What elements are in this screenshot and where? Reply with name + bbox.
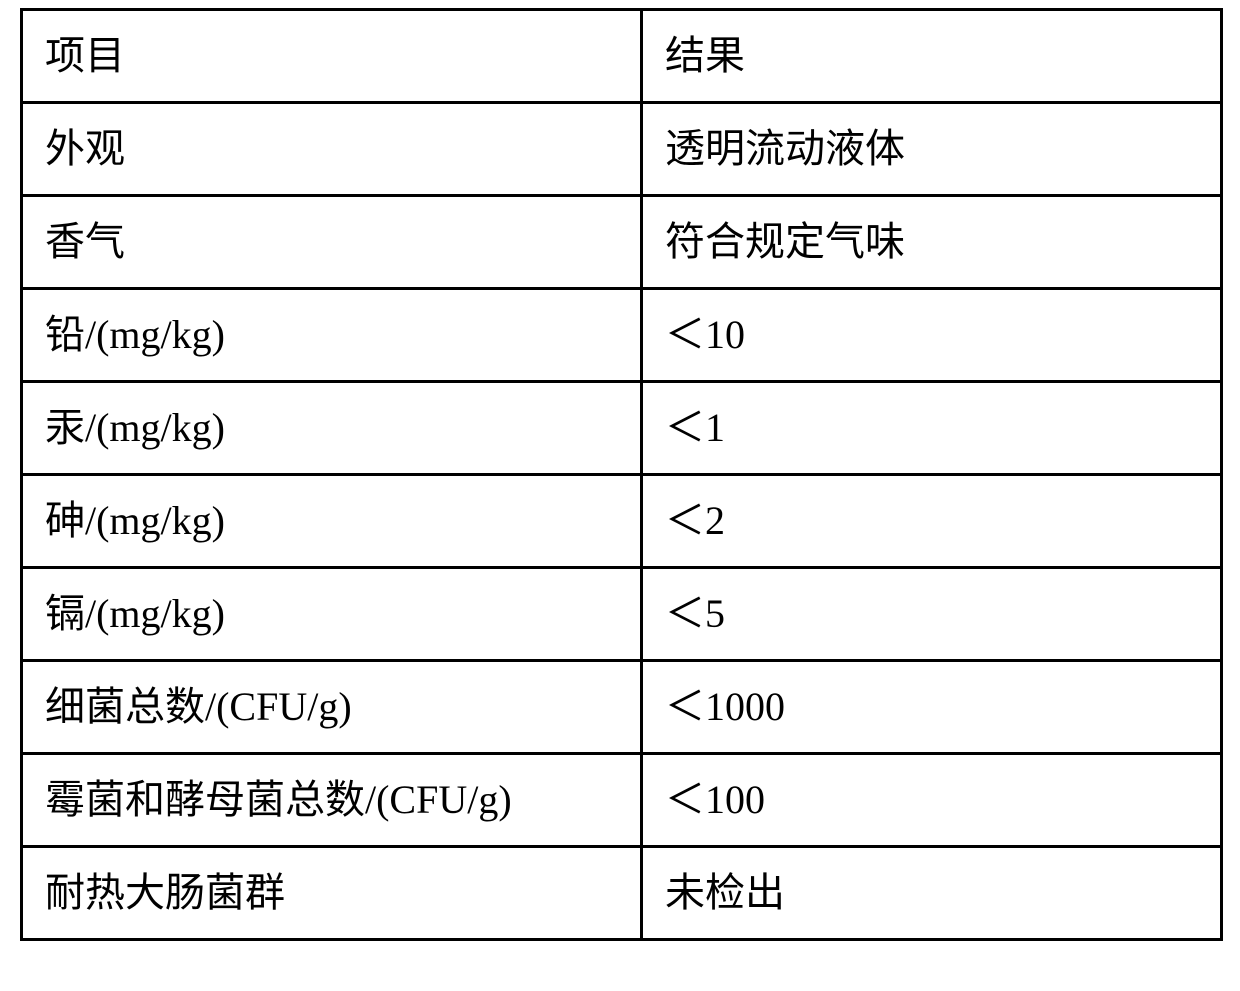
cell-result: 结果: [642, 10, 1222, 103]
table-row: 镉/(mg/kg) ＜5: [22, 568, 1222, 661]
cell-result: ＜100: [642, 754, 1222, 847]
table-row: 香气 符合规定气味: [22, 196, 1222, 289]
results-table: 项目 结果 外观 透明流动液体 香气 符合规定气味 铅/(mg/kg) ＜10 …: [20, 8, 1223, 941]
cell-item: 霉菌和酵母菌总数/(CFU/g): [22, 754, 642, 847]
cell-item: 汞/(mg/kg): [22, 382, 642, 475]
cell-result: ＜1000: [642, 661, 1222, 754]
table-row: 砷/(mg/kg) ＜2: [22, 475, 1222, 568]
table-row: 外观 透明流动液体: [22, 103, 1222, 196]
cell-result: ＜10: [642, 289, 1222, 382]
page-container: 项目 结果 外观 透明流动液体 香气 符合规定气味 铅/(mg/kg) ＜10 …: [0, 0, 1240, 991]
cell-item: 香气: [22, 196, 642, 289]
table-row: 铅/(mg/kg) ＜10: [22, 289, 1222, 382]
cell-result: 符合规定气味: [642, 196, 1222, 289]
table-row: 细菌总数/(CFU/g) ＜1000: [22, 661, 1222, 754]
cell-result: ＜2: [642, 475, 1222, 568]
cell-result: 未检出: [642, 847, 1222, 940]
cell-item: 砷/(mg/kg): [22, 475, 642, 568]
cell-item: 镉/(mg/kg): [22, 568, 642, 661]
cell-item: 项目: [22, 10, 642, 103]
cell-item: 耐热大肠菌群: [22, 847, 642, 940]
table-row: 耐热大肠菌群 未检出: [22, 847, 1222, 940]
cell-item: 铅/(mg/kg): [22, 289, 642, 382]
cell-result: ＜5: [642, 568, 1222, 661]
cell-item: 外观: [22, 103, 642, 196]
cell-result: ＜1: [642, 382, 1222, 475]
cell-item: 细菌总数/(CFU/g): [22, 661, 642, 754]
table-row: 霉菌和酵母菌总数/(CFU/g) ＜100: [22, 754, 1222, 847]
table-row: 项目 结果: [22, 10, 1222, 103]
cell-result: 透明流动液体: [642, 103, 1222, 196]
table-row: 汞/(mg/kg) ＜1: [22, 382, 1222, 475]
